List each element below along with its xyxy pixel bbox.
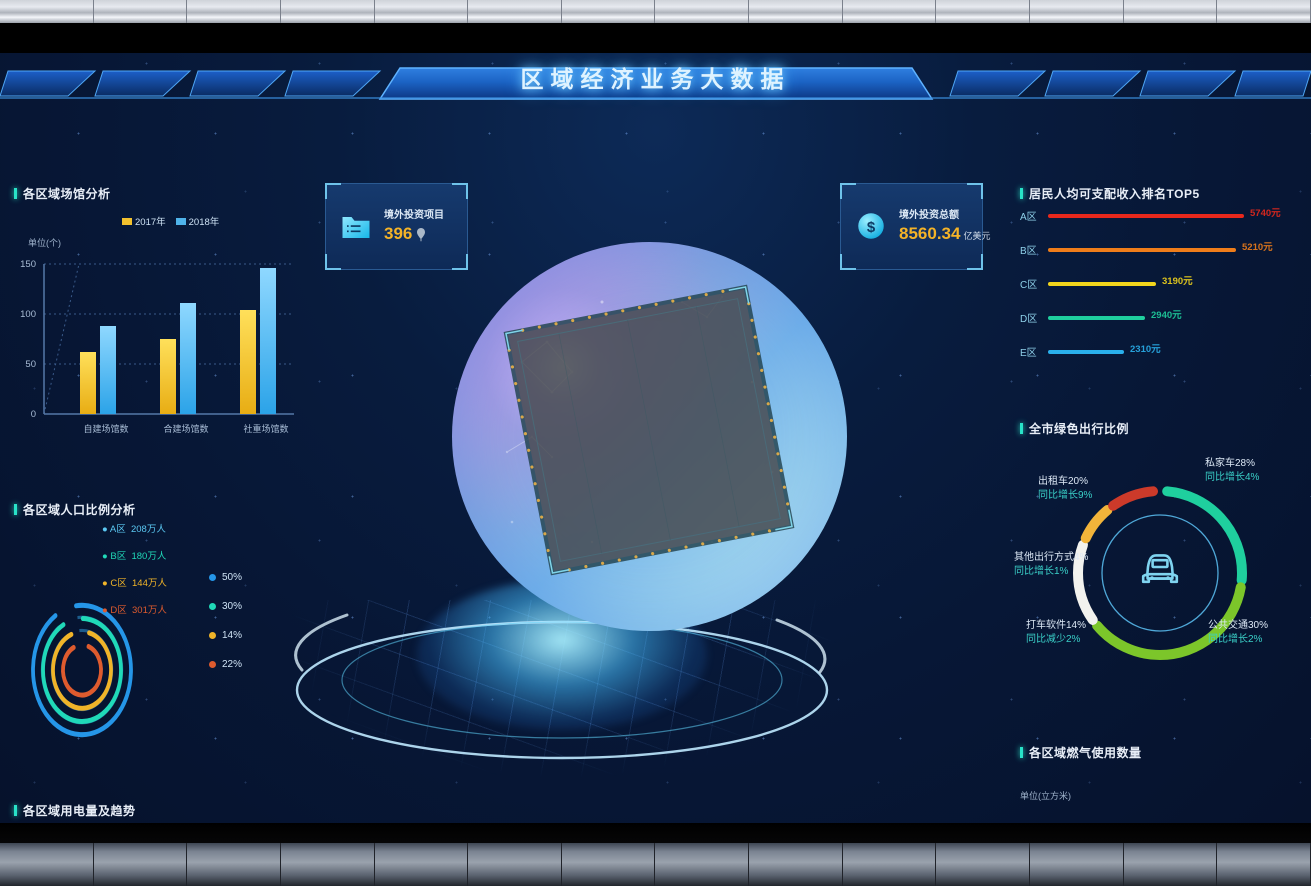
svg-text:$: $ [867, 219, 876, 236]
svg-text:150: 150 [20, 259, 36, 270]
svg-text:0: 0 [31, 409, 36, 420]
svg-text:50: 50 [25, 359, 36, 370]
svg-text:合建场馆数: 合建场馆数 [163, 423, 208, 434]
svg-text:自建场馆数: 自建场馆数 [83, 423, 128, 434]
svg-text:社重场馆数: 社重场馆数 [243, 423, 288, 434]
svg-text:100: 100 [20, 309, 36, 320]
